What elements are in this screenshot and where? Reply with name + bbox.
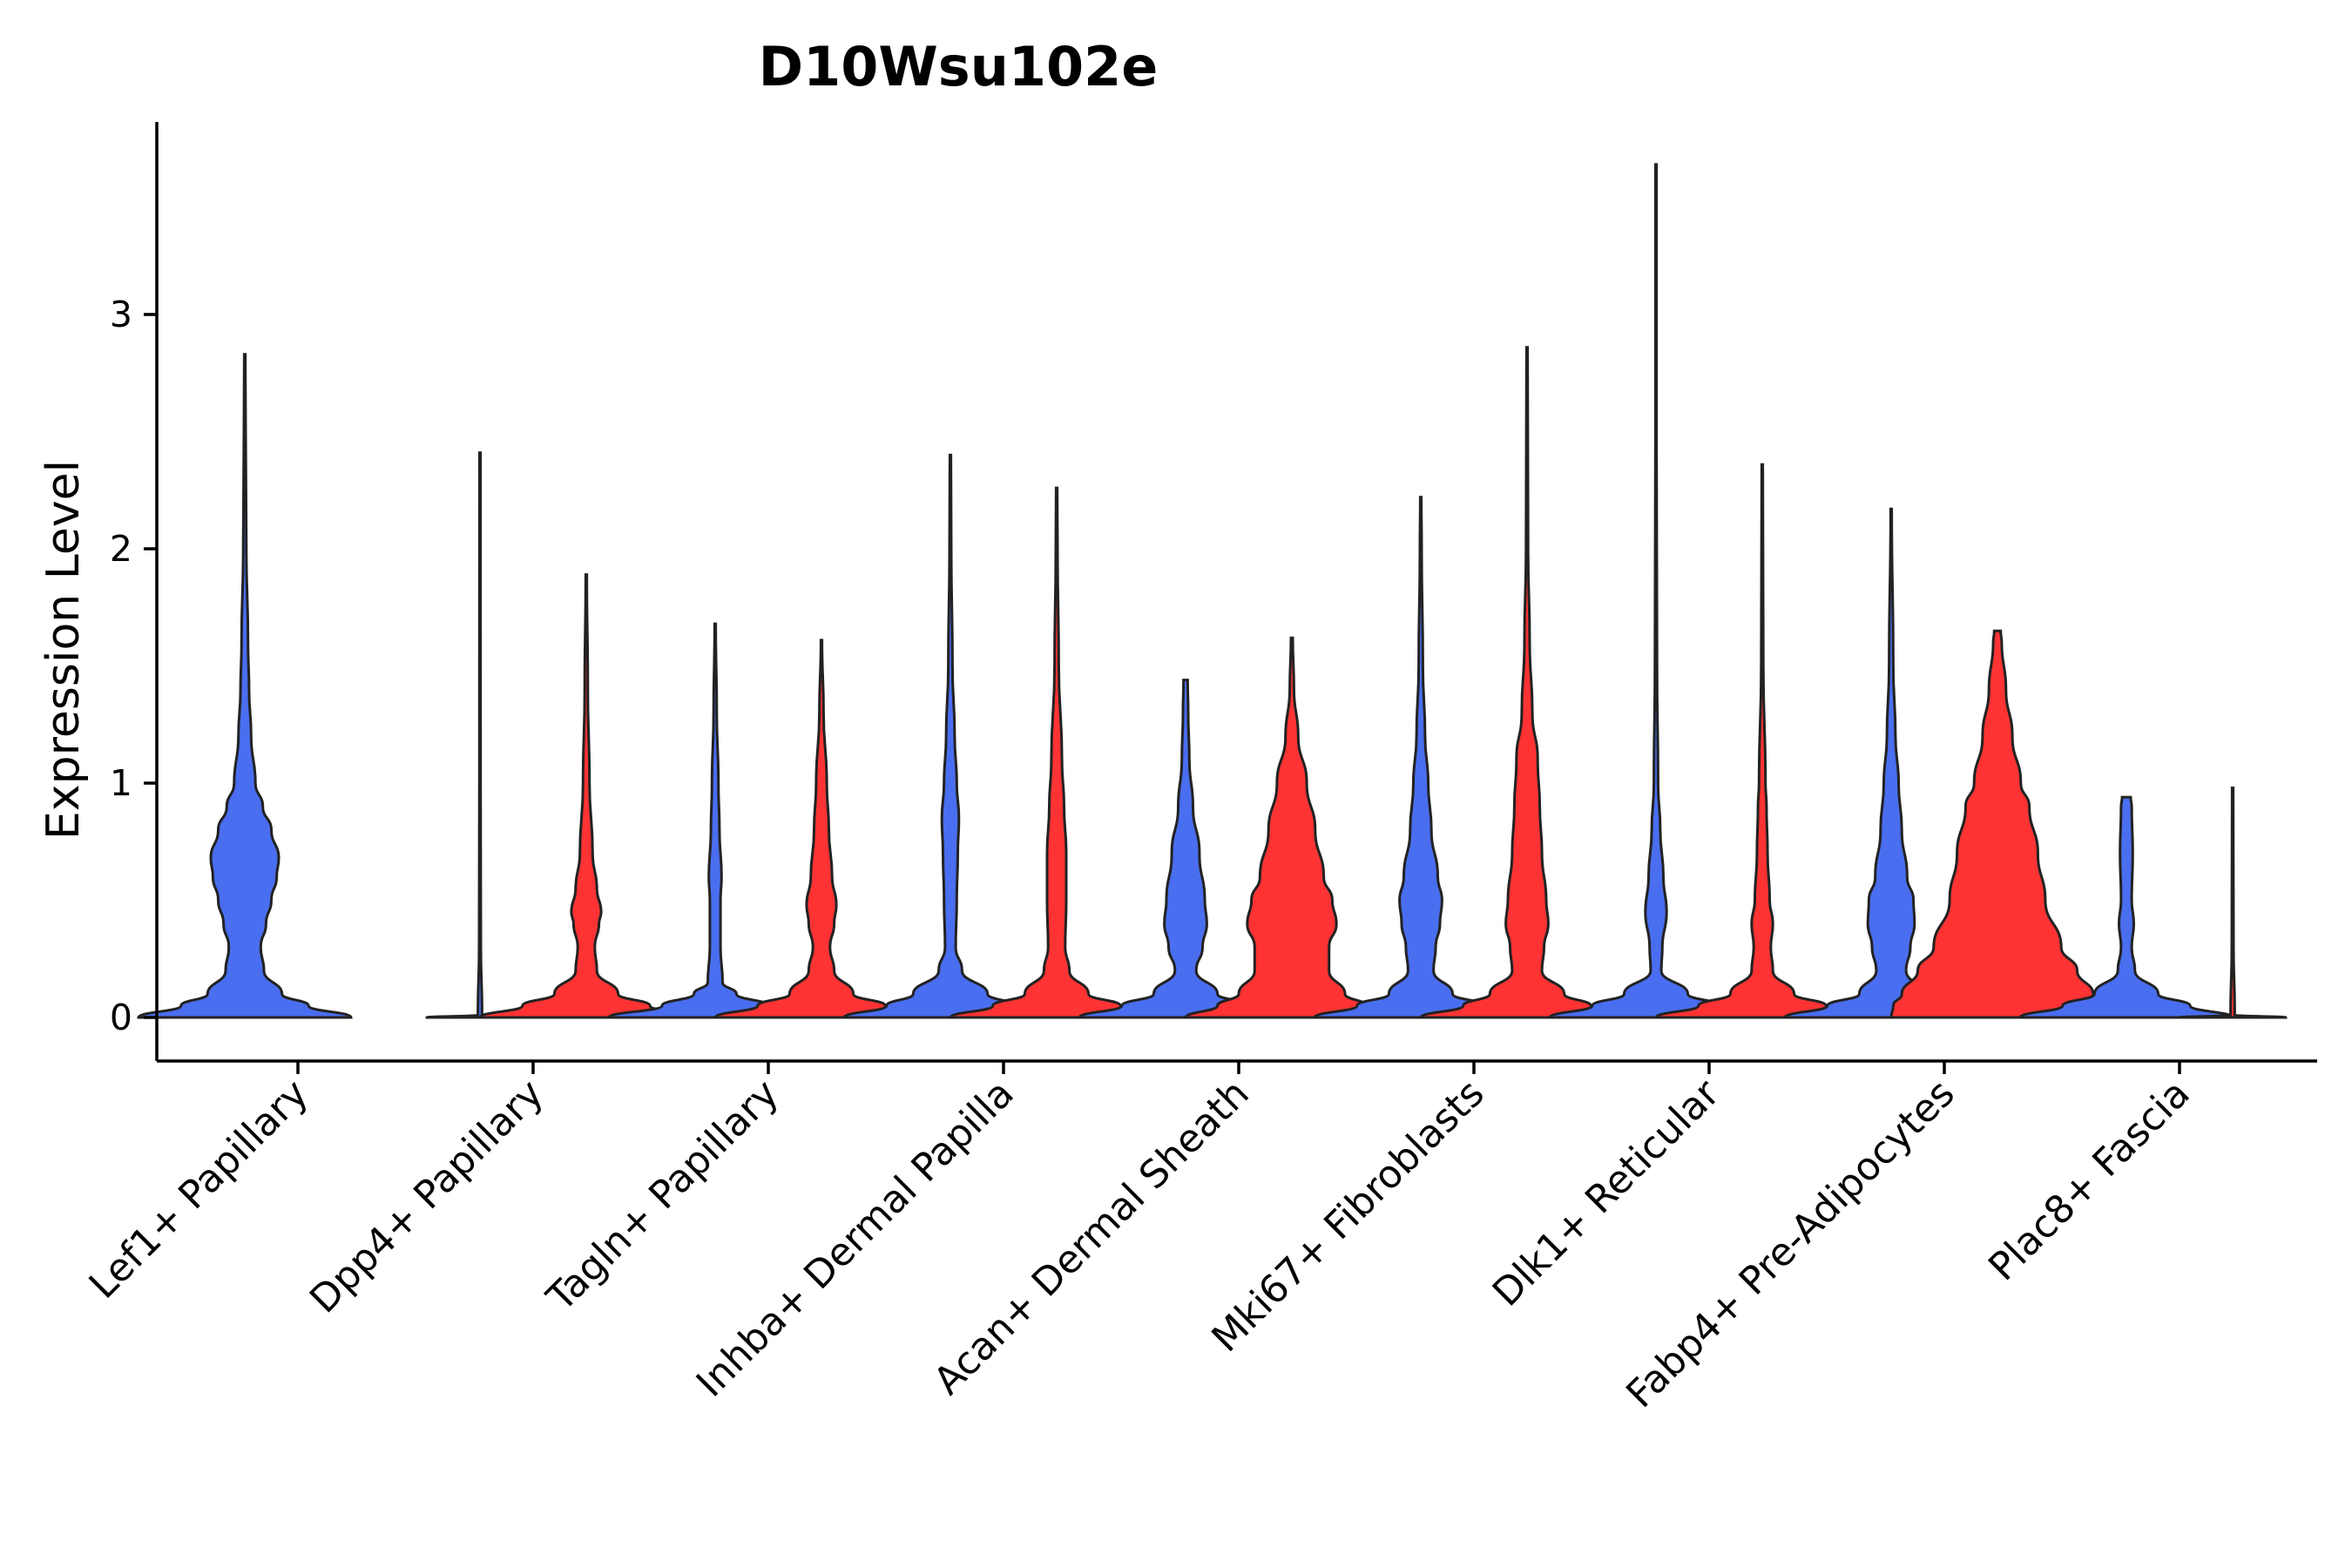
violin-group_b-1 xyxy=(478,573,694,1019)
violin-group_a-4 xyxy=(1078,679,1294,1019)
x-category-label-5: Mki67+ Fibroblasts xyxy=(1203,1071,1492,1361)
x-category-label-6: Dlk1+ Reticular xyxy=(1484,1071,1729,1315)
violin-group_b-8 xyxy=(2178,786,2288,1019)
x-category-label-8: Plac8+ Fascia xyxy=(1980,1071,2199,1290)
violin-group_b-4 xyxy=(1184,636,1400,1019)
violins-group xyxy=(137,163,2288,1019)
violin-group_a-7 xyxy=(1783,507,1999,1019)
y-tick-label-2: 2 xyxy=(110,528,132,570)
violin-group_a-0 xyxy=(137,353,353,1019)
violin-group_b-5 xyxy=(1419,346,1635,1019)
chart-title: D10Wsu102e xyxy=(759,35,1159,98)
y-tick-label-3: 3 xyxy=(110,294,132,335)
x-category-label-2: Tagln+ Papillary xyxy=(538,1071,787,1321)
violin-group_a-5 xyxy=(1313,496,1529,1019)
y-tick-label-1: 1 xyxy=(110,762,132,804)
violin-group_b-2 xyxy=(713,639,929,1019)
y-tick-label-0: 0 xyxy=(110,997,132,1038)
violin-group_a-1 xyxy=(425,451,535,1019)
violin-group_a-3 xyxy=(842,453,1058,1019)
violin-group_b-7 xyxy=(1889,629,2105,1019)
x-category-label-0: Lef1+ Papillary xyxy=(81,1071,317,1308)
y-axis-label: Expression Level xyxy=(37,460,90,840)
violin-group_b-3 xyxy=(949,486,1165,1019)
violin-group_a-6 xyxy=(1548,163,1764,1019)
x-category-label-1: Dpp4+ Papillary xyxy=(301,1071,552,1322)
violin-group_b-6 xyxy=(1654,463,1870,1019)
violin-group_a-2 xyxy=(607,622,823,1019)
violin-group_a-8 xyxy=(2018,795,2234,1019)
